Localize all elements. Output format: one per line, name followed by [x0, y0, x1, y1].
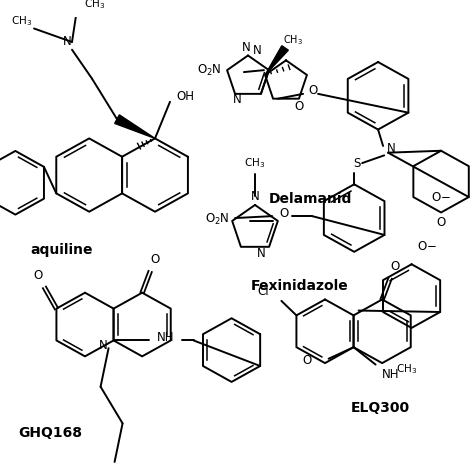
Text: ELQ300: ELQ300 [350, 401, 410, 415]
Text: CH$_3$: CH$_3$ [396, 363, 417, 376]
Text: O$_2$N: O$_2$N [197, 63, 222, 78]
Text: Delamanid: Delamanid [268, 192, 352, 206]
Text: O: O [302, 354, 311, 367]
Text: N: N [99, 339, 108, 352]
Text: Fexinidazole: Fexinidazole [251, 279, 349, 293]
Text: O: O [309, 84, 318, 98]
Text: O$_2$N: O$_2$N [205, 211, 230, 227]
Text: N: N [242, 41, 250, 54]
Text: O: O [437, 216, 446, 228]
Text: N: N [253, 44, 262, 57]
Text: O: O [391, 260, 400, 273]
Text: N: N [63, 36, 72, 48]
Text: N: N [257, 247, 265, 260]
Text: NH: NH [382, 368, 399, 381]
Text: OH: OH [176, 91, 194, 103]
Text: aquiline: aquiline [30, 243, 92, 257]
Text: O: O [34, 269, 43, 283]
Polygon shape [115, 115, 155, 138]
Text: O$-$: O$-$ [431, 191, 451, 203]
Text: Cl: Cl [258, 285, 269, 298]
Polygon shape [265, 46, 288, 75]
Text: N: N [251, 190, 259, 203]
Text: N: N [233, 93, 241, 106]
Text: O: O [294, 100, 303, 113]
Text: S: S [354, 156, 361, 170]
Text: $\mathregular{CH_3}$: $\mathregular{CH_3}$ [11, 14, 33, 27]
Text: CH$_3$: CH$_3$ [245, 156, 265, 170]
Text: O: O [280, 207, 289, 220]
Text: CH$_3$: CH$_3$ [283, 33, 303, 47]
Text: N: N [387, 142, 395, 155]
Text: O$-$: O$-$ [417, 240, 437, 254]
Text: O: O [151, 254, 160, 266]
Text: GHQ168: GHQ168 [18, 427, 82, 440]
Text: $\mathregular{CH_3}$: $\mathregular{CH_3}$ [84, 0, 106, 11]
Text: NH: NH [157, 331, 174, 344]
